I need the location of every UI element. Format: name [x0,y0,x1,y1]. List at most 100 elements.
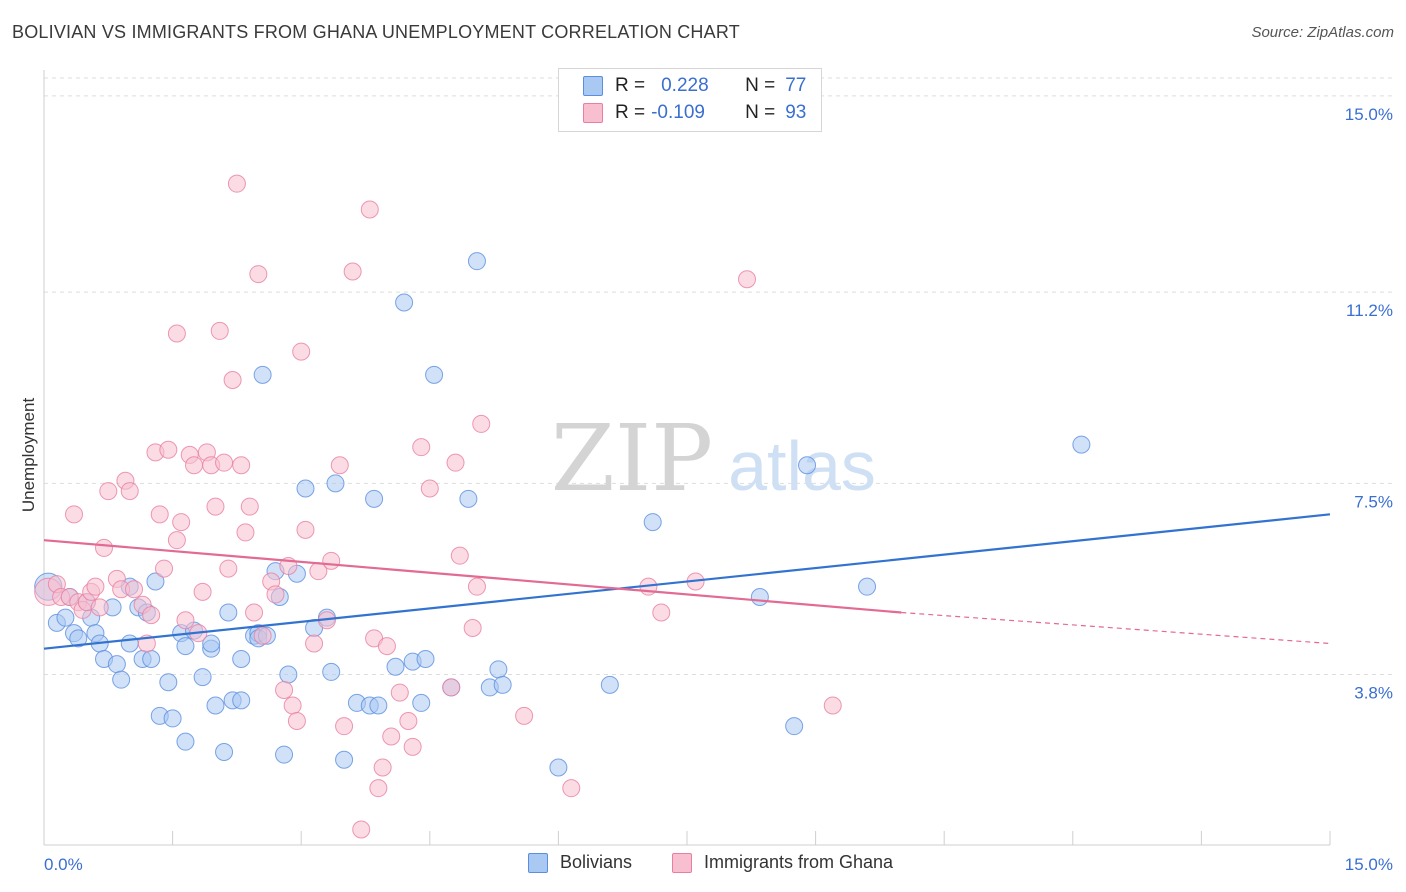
point-ghana [142,606,161,625]
legend-r-value: 0.228 [661,75,709,96]
point-bolivians [159,673,178,692]
series-legend-bolivians[interactable]: Bolivians [528,852,632,873]
point-bolivians [120,634,139,653]
point-bolivians [69,629,88,648]
point-bolivians [549,758,568,777]
point-ghana [167,324,186,343]
point-ghana [193,582,212,601]
point-ghana [227,174,246,193]
point-ghana [219,559,238,578]
point-bolivians [369,696,388,715]
point-ghana [343,262,362,281]
legend-swatch-pink [672,852,692,873]
point-ghana [210,321,229,340]
point-ghana [172,513,191,532]
point-bolivians [112,670,131,689]
point-ghana [90,598,109,617]
legend-n-value: 77 [785,75,807,96]
watermark-zip: ZIP [551,405,713,512]
point-bolivians [750,588,769,606]
point-ghana [382,727,401,746]
point-bolivians [467,252,486,271]
correlation-legend: R = 0.228 N = 77 R = -0.109 N = 93 [558,68,822,132]
point-ghana [245,603,264,622]
legend-swatch-blue [528,852,548,873]
point-bolivians [1072,435,1091,454]
watermark: ZIP atlas [551,405,876,512]
y-tick-label: 7.5% [1354,492,1393,511]
point-ghana [185,456,204,475]
point-ghana [472,414,491,433]
point-ghana [236,523,255,542]
trend-lines [43,513,1331,650]
point-ghana [206,497,225,516]
point-bolivians [600,675,619,694]
grid-lines [44,77,1392,675]
point-ghana [150,505,169,524]
point-ghana [562,779,581,798]
point-bolivians [785,717,804,736]
point-bolivians [365,489,384,508]
point-bolivians [279,665,298,684]
tick-labels: 3.8% 7.5% 11.2% 15.0% 0.0% 15.0% [44,105,1393,874]
point-ghana [296,520,315,539]
point-ghana [249,265,268,284]
point-ghana [253,626,272,645]
point-ghana [373,758,392,777]
point-ghana [159,440,178,459]
point-bolivians [142,650,161,668]
trend-line-ghana-extrapolated [901,611,1331,645]
point-bolivians [107,655,126,674]
point-bolivians [322,662,341,681]
legend-n-value: 93 [785,102,807,123]
point-ghana [467,577,486,596]
point-bolivians [215,743,234,761]
point-bolivians [395,293,414,312]
point-bolivians [335,750,354,769]
point-bolivians [489,660,508,679]
point-ghana [155,559,174,578]
point-ghana [223,371,242,389]
point-ghana [167,531,186,550]
series-legend: Bolivians Immigrants from Ghana [0,852,1406,876]
point-ghana [305,634,324,653]
point-bolivians [425,365,444,384]
point-bolivians [296,479,315,498]
point-bolivians [146,572,165,591]
point-ghana [360,200,379,219]
y-tick-label: 15.0% [1345,105,1393,124]
point-ghana [330,456,349,475]
point-bolivians [493,675,512,694]
point-ghana [335,717,354,736]
point-ghana [390,683,409,702]
point-bolivians [56,608,75,627]
point-bolivians [193,668,212,687]
point-bolivians [253,365,272,384]
point-bolivians [232,691,251,710]
source-label: Source: ZipAtlas.com [1251,24,1394,41]
series-legend-label: Bolivians [560,852,633,872]
point-ghana [446,453,465,472]
chart-title: BOLIVIAN VS IMMIGRANTS FROM GHANA UNEMPL… [12,22,740,42]
point-ghana [95,538,114,557]
legend-row-ghana: R = -0.109 N = 93 [583,101,806,125]
point-ghana [377,637,396,656]
point-bolivians [275,745,294,764]
x-tick-label: 0.0% [44,855,83,874]
series-legend-ghana[interactable]: Immigrants from Ghana [672,852,893,873]
axes [43,70,1331,846]
point-ghana [352,820,371,839]
point-ghana [125,580,144,599]
point-ghana [399,712,418,730]
point-bolivians [219,603,238,622]
legend-n-label: N = [745,75,776,96]
trend-line-bolivians [43,513,1331,650]
point-ghana [420,479,439,498]
legend-r-label: R = [615,102,646,123]
point-ghana [283,696,302,715]
point-bolivians [412,693,431,712]
point-bolivians [459,489,478,508]
point-bolivians [643,513,662,532]
legend-n-label: N = [745,102,776,123]
